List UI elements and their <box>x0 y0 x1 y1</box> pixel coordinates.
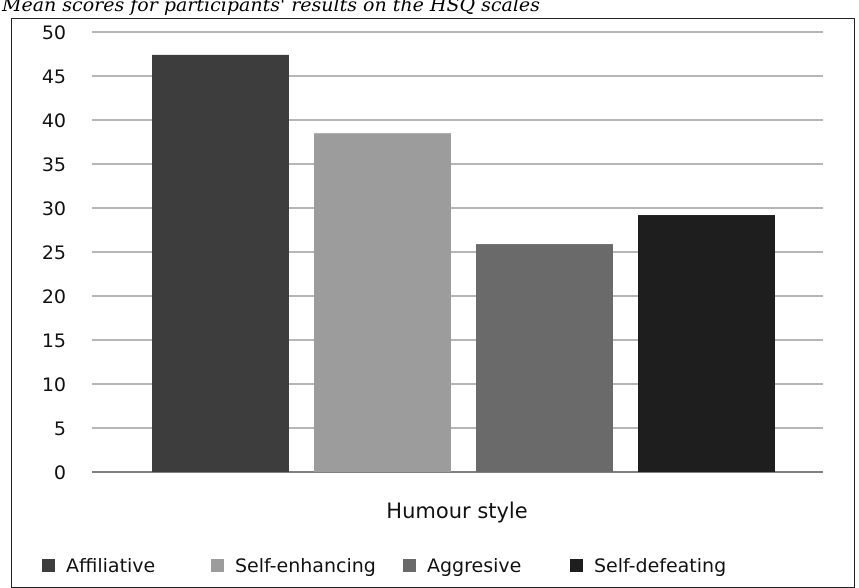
legend-swatch-self-defeating <box>570 559 583 572</box>
legend-label-self-enhancing: Self-enhancing <box>235 555 376 577</box>
bar-aggresive <box>476 244 613 472</box>
y-tick-label: 30 <box>42 198 66 220</box>
y-tick-label: 10 <box>42 374 66 396</box>
bar-affiliative <box>152 54 289 472</box>
y-tick-label: 15 <box>42 330 66 352</box>
x-axis-title: Humour style <box>386 499 527 523</box>
y-tick-label: 0 <box>54 462 66 484</box>
legend-swatch-self-enhancing <box>211 559 224 572</box>
y-tick-label: 50 <box>42 22 66 44</box>
y-tick-label: 25 <box>42 242 66 264</box>
legend-swatch-affiliative <box>42 559 55 572</box>
legend-swatch-aggresive <box>403 559 416 572</box>
bar-self-defeating <box>638 215 775 473</box>
figure-caption: Mean scores for participants' results on… <box>0 0 859 22</box>
bar-self-enhancing <box>314 133 451 472</box>
y-tick-label: 20 <box>42 286 66 308</box>
legend-label-aggresive: Aggresive <box>427 555 521 577</box>
y-tick-label: 5 <box>54 418 66 440</box>
caption-text: Mean scores for participants' results on… <box>2 0 540 16</box>
y-tick-label: 45 <box>42 66 66 88</box>
legend-label-affiliative: Affiliative <box>66 555 155 577</box>
y-tick-label: 35 <box>42 154 66 176</box>
legend-label-self-defeating: Self-defeating <box>594 555 726 577</box>
y-tick-label: 40 <box>42 110 66 132</box>
